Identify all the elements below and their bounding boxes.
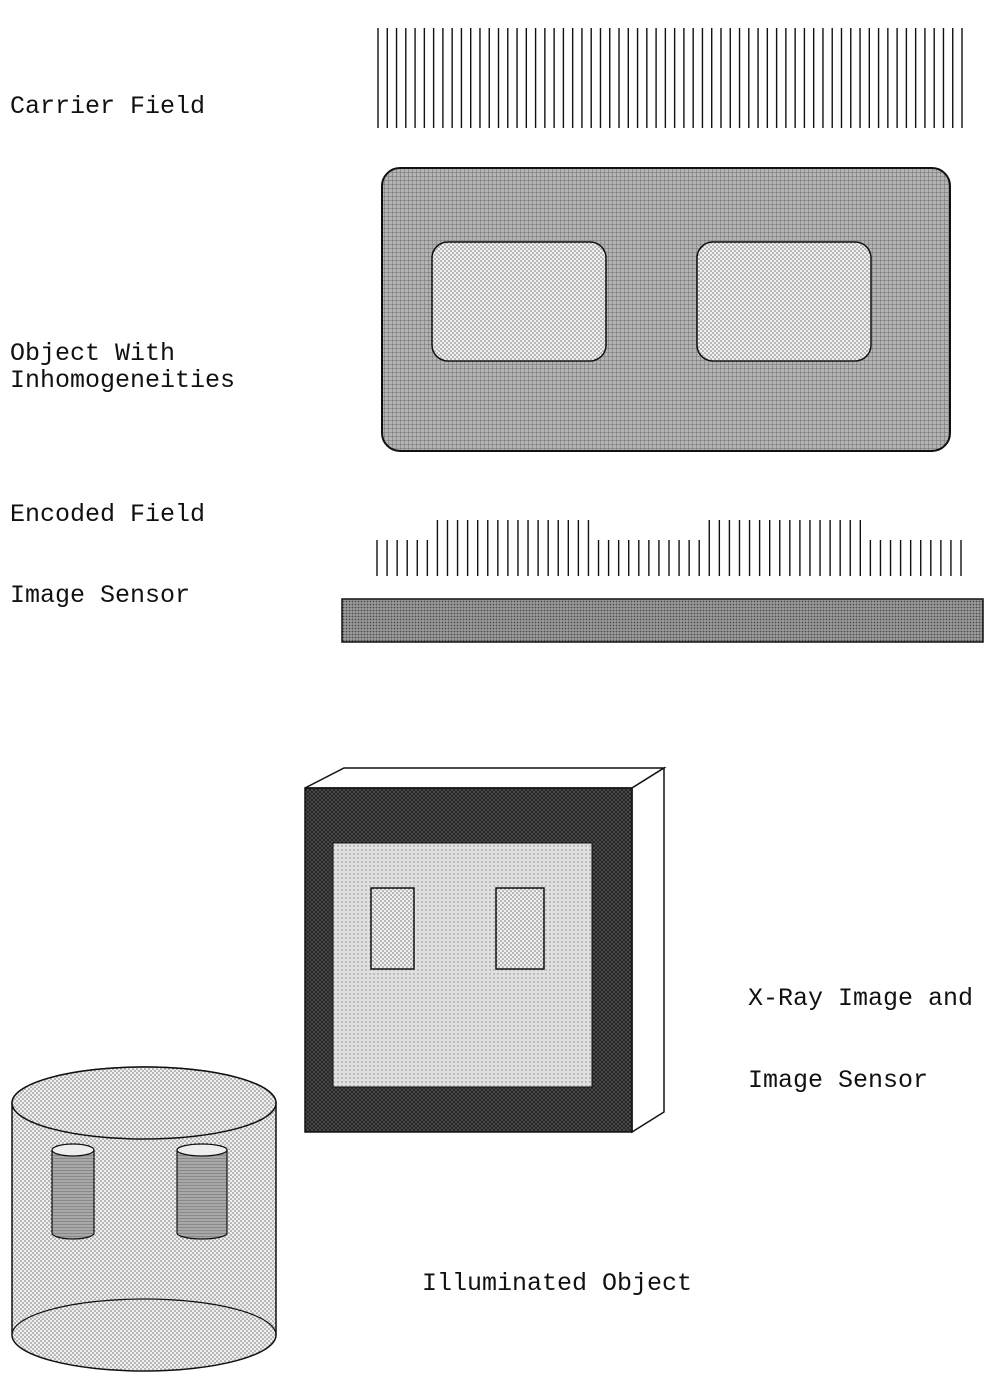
illuminated-object-label: Illuminated Object xyxy=(422,1269,693,1298)
xray-shadow-left xyxy=(370,887,415,970)
box-side-face xyxy=(631,766,665,1134)
xray-label-line2: Image Sensor xyxy=(748,1066,929,1095)
carrier-field-lines xyxy=(377,28,963,128)
inner-cylinder-right xyxy=(176,1149,228,1240)
object-body xyxy=(381,167,951,452)
inhomogeneity-right xyxy=(696,241,872,362)
image-sensor-label: Image Sensor xyxy=(10,581,191,610)
box-top-face xyxy=(304,767,667,789)
object-label-line2: Inhomogeneities xyxy=(10,366,236,395)
encoded-field-lines xyxy=(376,520,962,576)
object-label-line1: Object With xyxy=(10,339,176,368)
cylinder-top xyxy=(11,1066,277,1140)
xray-label-line1: X-Ray Image and xyxy=(748,984,974,1013)
carrier-field-label: Carrier Field xyxy=(10,92,206,121)
object-block xyxy=(381,167,951,452)
cylinder-bottom-back-edge xyxy=(11,1298,277,1336)
illuminated-cylinder xyxy=(11,1066,277,1372)
xray-sensor-box xyxy=(304,766,667,1134)
inhomogeneity-left xyxy=(431,241,607,362)
inner-cylinder-left-top xyxy=(51,1143,95,1157)
xray-shadow-right xyxy=(495,887,545,970)
encoded-field-label: Encoded Field xyxy=(10,500,206,529)
inner-cylinder-right-top xyxy=(176,1143,228,1157)
image-sensor-bar xyxy=(341,598,984,643)
inner-cylinder-left xyxy=(51,1149,95,1240)
